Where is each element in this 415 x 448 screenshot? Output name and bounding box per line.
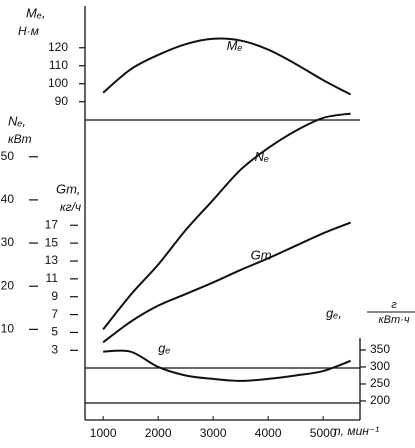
y-tick-label: 200 xyxy=(370,393,390,407)
y-tick-label: 90 xyxy=(55,94,69,108)
x-tick-label: 4000 xyxy=(255,426,282,440)
x-tick-label: 3000 xyxy=(200,426,227,440)
y-tick-label: 3 xyxy=(51,342,58,356)
y-tick-label: 11 xyxy=(46,271,59,285)
y-tick-label: 15 xyxy=(45,235,59,249)
axis-unit: Н·м xyxy=(18,24,39,38)
curve-label: gₑ xyxy=(158,340,170,355)
y-tick-label: 30 xyxy=(1,235,15,249)
axis-title: Gт, xyxy=(56,181,80,196)
curve-label: Gт xyxy=(251,247,272,262)
y-tick-label: 5 xyxy=(51,325,58,339)
y-tick-label: 40 xyxy=(1,192,15,206)
y-tick-label: 7 xyxy=(51,307,58,321)
axis-unit: кВт xyxy=(8,132,32,146)
y-tick-label: 9 xyxy=(51,289,58,303)
y-tick-label: 100 xyxy=(48,76,68,90)
curve xyxy=(103,349,351,382)
y-tick-label: 300 xyxy=(370,359,390,373)
x-axis-title: n, мин⁻¹ xyxy=(334,424,379,438)
y-tick-label: 20 xyxy=(1,278,15,292)
curve xyxy=(102,221,352,344)
curve-label: Nₑ xyxy=(255,149,269,164)
axis-unit-denominator: кВт·ч xyxy=(378,314,409,326)
x-tick-label: 2000 xyxy=(145,426,172,440)
y-tick-label: 120 xyxy=(48,40,68,54)
axis-unit-numerator: г xyxy=(391,299,397,311)
curve xyxy=(102,112,351,330)
x-tick-label: 5000 xyxy=(310,426,337,440)
curve xyxy=(102,37,352,96)
y-tick-label: 350 xyxy=(370,342,390,356)
y-tick-label: 17 xyxy=(45,217,59,231)
axis-title: Nₑ, xyxy=(8,113,26,128)
y-tick-label: 250 xyxy=(370,376,390,390)
y-tick-label: 10 xyxy=(1,322,15,336)
y-tick-label: 13 xyxy=(45,253,59,267)
y-tick-label: 110 xyxy=(49,58,68,72)
curve-label: Mₑ xyxy=(227,38,243,53)
axis-unit: кг/ч xyxy=(60,200,81,214)
x-tick-label: 1000 xyxy=(90,426,117,440)
y-tick-label: 50 xyxy=(1,149,15,163)
axis-title: gₑ, xyxy=(326,305,342,320)
axis-title: Mₑ, xyxy=(26,5,45,20)
